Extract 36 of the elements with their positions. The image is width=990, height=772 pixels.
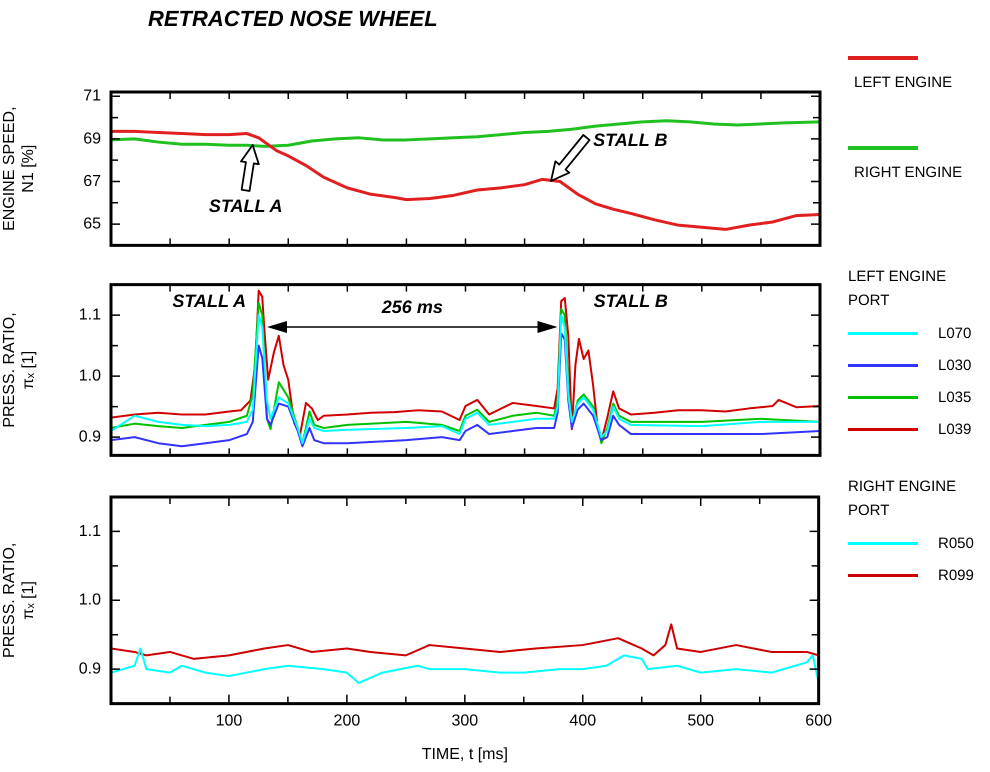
annotation: STALL A — [171, 291, 246, 312]
legend-label: RIGHT ENGINE — [854, 164, 964, 181]
legend-label: L039 — [938, 420, 972, 438]
annotation: STALL B — [594, 291, 668, 312]
annotation: STALL B — [593, 130, 668, 150]
y-tick-label: 1.1 — [78, 522, 102, 540]
legend-label: LEFT ENGINE — [854, 74, 954, 91]
y-tick-label: 0.9 — [78, 428, 102, 446]
x-tick-label: 300 — [451, 712, 478, 730]
legend-label: R050 — [938, 534, 974, 552]
annotation: 256 ms — [380, 297, 444, 318]
x-tick-label: 600 — [805, 712, 832, 730]
y-tick-label: 1.1 — [78, 306, 102, 324]
x-tick-label: 100 — [216, 712, 242, 730]
legend-label: L035 — [938, 388, 972, 406]
x-tick-label: 500 — [687, 712, 714, 730]
y-tick-label: 67 — [83, 172, 102, 190]
chart-title: RETRACTED NOSE WHEEL — [148, 6, 438, 32]
y-tick-label: 71 — [83, 88, 102, 105]
legend-title: RIGHT ENGINE PORT — [848, 477, 958, 521]
annotation: STALL A — [208, 196, 284, 216]
y-tick-label: 0.9 — [78, 660, 102, 678]
x-tick-label: 400 — [569, 712, 596, 730]
y-axis-title: PRESS. RATIO, πₓ [1] — [1, 312, 38, 428]
y-tick-label: 1.0 — [78, 592, 102, 609]
legend-label: R099 — [938, 566, 974, 584]
y-axis-title: ENGINE SPEED, N1 [%] — [1, 106, 38, 231]
y-tick-label: 65 — [83, 216, 102, 232]
y-tick-label: 69 — [83, 130, 102, 148]
y-axis-title: PRESS. RATIO, πₓ [1] — [1, 542, 38, 658]
legend-title: LEFT ENGINE PORT — [848, 267, 948, 311]
y-tick-label: 1.0 — [78, 368, 102, 385]
legend-label: L070 — [938, 324, 972, 342]
legend-label: L030 — [938, 356, 972, 374]
x-axis-title: TIME, t [ms] — [422, 746, 508, 763]
x-tick-label: 200 — [334, 712, 360, 730]
